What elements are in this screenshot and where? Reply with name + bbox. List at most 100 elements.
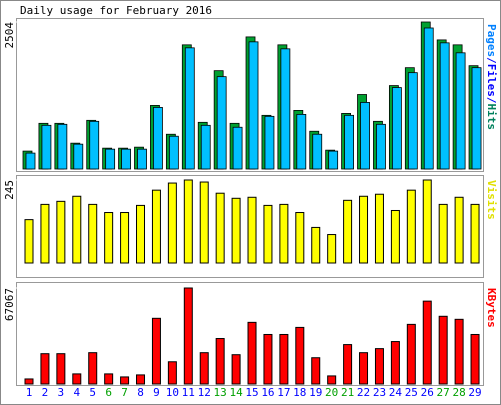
- x-tick-label: 15: [245, 386, 258, 399]
- bar: [105, 148, 116, 170]
- bar: [295, 326, 305, 385]
- bar: [151, 189, 161, 264]
- bar: [439, 42, 450, 170]
- axis-label-part: Files: [485, 64, 498, 97]
- bar: [296, 114, 307, 170]
- bar: [263, 333, 273, 385]
- bar: [215, 338, 225, 385]
- bar: [104, 212, 114, 264]
- x-tick-label: 4: [73, 386, 80, 399]
- x-tick-label: 21: [341, 386, 354, 399]
- bar: [311, 226, 321, 264]
- bar: [216, 76, 227, 170]
- bar: [167, 361, 177, 385]
- bar: [343, 344, 353, 385]
- bar: [104, 373, 114, 385]
- bar: [72, 373, 82, 385]
- bar: [73, 143, 84, 170]
- bar: [24, 378, 34, 385]
- y-tick-label: 67067: [3, 288, 16, 321]
- x-tick-label: 9: [153, 386, 160, 399]
- x-tick-label: 12: [198, 386, 211, 399]
- x-tick-label: 5: [89, 386, 96, 399]
- x-tick-label: 24: [389, 386, 403, 399]
- bar: [57, 123, 68, 170]
- bar: [232, 126, 243, 170]
- bar: [376, 123, 386, 170]
- bar: [231, 197, 241, 264]
- bar: [120, 376, 130, 385]
- bar: [24, 219, 34, 264]
- bar: [406, 323, 416, 385]
- x-tick-label: 7: [121, 386, 128, 399]
- x-tick-label: 22: [357, 386, 370, 399]
- chart-title: Daily usage for February 2016: [20, 4, 212, 17]
- bar: [199, 352, 209, 385]
- bar: [41, 124, 52, 170]
- x-tick-label: 11: [182, 386, 195, 399]
- x-tick-label: 29: [468, 386, 481, 399]
- bar: [359, 195, 369, 264]
- bar: [121, 148, 131, 170]
- x-tick-label: 23: [373, 386, 386, 399]
- bar: [438, 315, 448, 385]
- bar: [264, 115, 275, 170]
- x-tick-label: 26: [421, 386, 434, 399]
- x-tick-label: 25: [405, 386, 418, 399]
- x-tick-label: 6: [105, 386, 112, 399]
- bar: [471, 67, 482, 170]
- bar: [231, 354, 241, 385]
- bar: [328, 150, 339, 170]
- bar: [248, 41, 259, 170]
- x-tick-label: 8: [137, 386, 144, 399]
- x-tick-label: 1: [26, 386, 33, 399]
- bar: [247, 321, 257, 385]
- axis-label-part: /: [485, 97, 498, 104]
- bar: [455, 52, 466, 170]
- x-tick-label: 17: [277, 386, 290, 399]
- bar: [422, 179, 432, 264]
- bar: [312, 133, 323, 170]
- bar: [470, 333, 480, 385]
- bar: [137, 148, 147, 170]
- bar: [199, 181, 209, 264]
- axis-label-part: Hits: [485, 104, 498, 131]
- bar: [120, 212, 130, 264]
- x-tick-label: 18: [293, 386, 306, 399]
- bar: [391, 87, 402, 170]
- bar: [183, 287, 193, 385]
- bar: [359, 352, 369, 385]
- y-tick-label: 2504: [3, 22, 16, 49]
- bar: [406, 189, 416, 264]
- bar: [279, 203, 289, 264]
- bar: [183, 179, 193, 264]
- bar: [280, 48, 291, 170]
- bar: [151, 317, 161, 385]
- bar: [136, 204, 146, 264]
- bar: [247, 196, 257, 264]
- x-tick-label: 16: [261, 386, 274, 399]
- bar: [374, 348, 384, 385]
- bar: [374, 193, 384, 264]
- bar: [311, 357, 321, 385]
- x-tick-label: 19: [309, 386, 322, 399]
- bar: [423, 27, 434, 170]
- bar: [327, 234, 337, 264]
- bar: [438, 203, 448, 264]
- y-tick-label: 245: [3, 180, 16, 200]
- axis-label: KBytes: [485, 288, 498, 328]
- bar: [470, 203, 480, 264]
- axis-label: Visits: [485, 180, 498, 220]
- bar: [454, 196, 464, 264]
- bar: [72, 195, 82, 264]
- bar: [390, 209, 400, 264]
- bar: [360, 102, 370, 170]
- bar: [153, 107, 163, 170]
- bar: [263, 204, 273, 264]
- bar: [343, 199, 353, 264]
- axis-label: Pages/Files/Hits: [485, 24, 498, 130]
- bar: [89, 120, 100, 170]
- bar: [167, 182, 177, 264]
- x-tick-label: 10: [166, 386, 179, 399]
